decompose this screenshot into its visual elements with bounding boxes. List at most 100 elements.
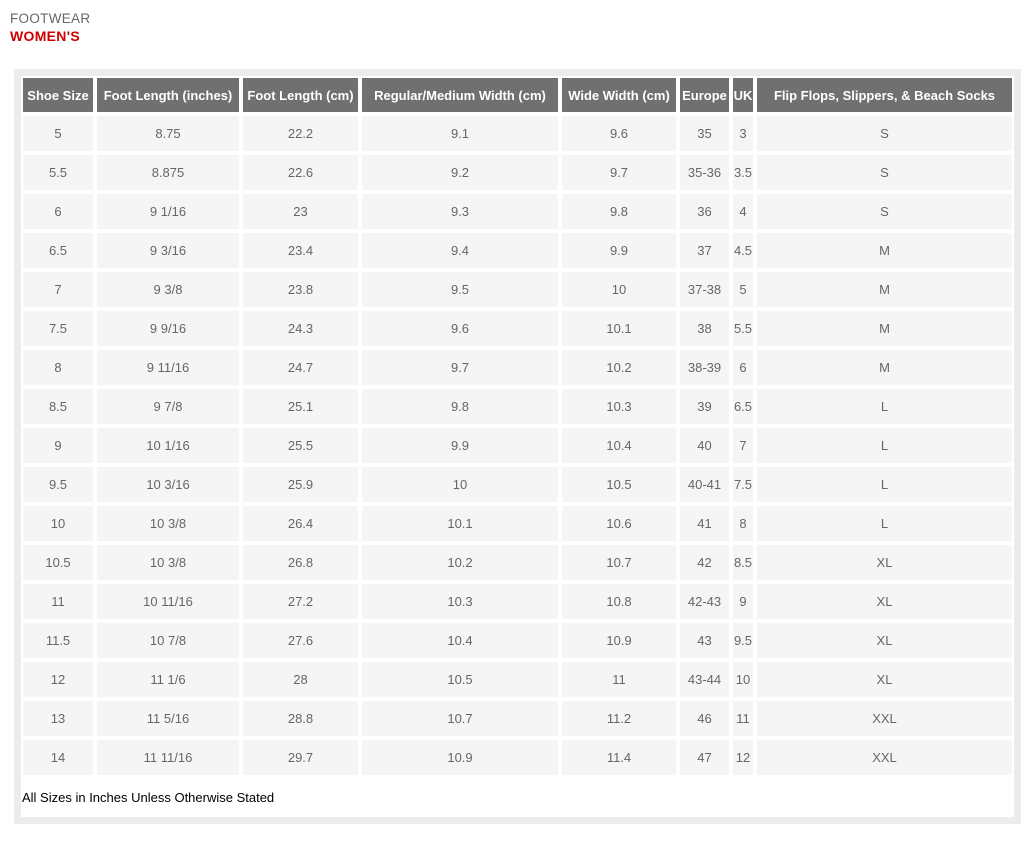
table-cell: 37: [678, 231, 731, 270]
table-cell: 43: [678, 621, 731, 660]
table-cell: 5.5: [731, 309, 755, 348]
table-cell: 9.9: [560, 231, 678, 270]
table-cell: 42-43: [678, 582, 731, 621]
table-cell: 11.2: [560, 699, 678, 738]
table-cell: 14: [21, 738, 95, 777]
table-cell: 9.5: [360, 270, 560, 309]
table-cell: XL: [755, 660, 1014, 699]
table-row: 7.5 9 9/16 24.3 9.6 10.1 38 5.5 M: [21, 309, 1014, 348]
table-cell: 10.4: [560, 426, 678, 465]
table-row: 12 11 1/6 28 10.5 11 43-44 10 XL: [21, 660, 1014, 699]
column-header: Flip Flops, Slippers, & Beach Socks: [755, 76, 1014, 114]
table-cell: L: [755, 504, 1014, 543]
page-title-block: FOOTWEAR WOMEN'S: [10, 11, 1024, 44]
table-cell: 9.9: [360, 426, 560, 465]
table-cell: 9.2: [360, 153, 560, 192]
table-cell: 23.8: [241, 270, 360, 309]
column-header: Wide Width (cm): [560, 76, 678, 114]
table-cell: 6.5: [731, 387, 755, 426]
table-cell: 3.5: [731, 153, 755, 192]
table-cell: 36: [678, 192, 731, 231]
table-cell: 10: [360, 465, 560, 504]
table-cell: 9.6: [360, 309, 560, 348]
table-cell: 9 11/16: [95, 348, 241, 387]
table-cell: 10: [731, 660, 755, 699]
table-cell: 5: [731, 270, 755, 309]
table-cell: 10.2: [360, 543, 560, 582]
table-cell: 11.5: [21, 621, 95, 660]
table-cell: 22.2: [241, 114, 360, 153]
table-cell: 26.8: [241, 543, 360, 582]
table-cell: 10: [560, 270, 678, 309]
table-cell: 12: [731, 738, 755, 777]
table-cell: 23: [241, 192, 360, 231]
table-cell: 4: [731, 192, 755, 231]
table-row: 5 8.75 22.2 9.1 9.6 35 3 S: [21, 114, 1014, 153]
table-row: 9 10 1/16 25.5 9.9 10.4 40 7 L: [21, 426, 1014, 465]
table-cell: 27.6: [241, 621, 360, 660]
table-cell: 8.5: [21, 387, 95, 426]
table-cell: 10.1: [360, 504, 560, 543]
table-cell: 3: [731, 114, 755, 153]
table-cell: 37-38: [678, 270, 731, 309]
table-cell: 10 11/16: [95, 582, 241, 621]
size-chart-frame: Shoe Size Foot Length (inches) Foot Length…: [14, 69, 1021, 824]
table-cell: 9 9/16: [95, 309, 241, 348]
table-cell: 8.75: [95, 114, 241, 153]
table-cell: 40: [678, 426, 731, 465]
table-row: 10.5 10 3/8 26.8 10.2 10.7 42 8.5 XL: [21, 543, 1014, 582]
table-cell: 42: [678, 543, 731, 582]
table-cell: 28.8: [241, 699, 360, 738]
table-row: 13 11 5/16 28.8 10.7 11.2 46 11 XXL: [21, 699, 1014, 738]
table-cell: 11 11/16: [95, 738, 241, 777]
table-cell: 7.5: [21, 309, 95, 348]
table-cell: L: [755, 426, 1014, 465]
size-chart-page: FOOTWEAR WOMEN'S Shoe Size Foot Length (i…: [0, 11, 1024, 824]
table-cell: 8.875: [95, 153, 241, 192]
table-cell: 43-44: [678, 660, 731, 699]
table-cell: 10.1: [560, 309, 678, 348]
table-cell: 11: [560, 660, 678, 699]
table-cell: 5.5: [21, 153, 95, 192]
table-cell: L: [755, 465, 1014, 504]
table-cell: 9.7: [560, 153, 678, 192]
table-cell: 9 3/8: [95, 270, 241, 309]
table-cell: 10.5: [21, 543, 95, 582]
table-cell: 10.2: [560, 348, 678, 387]
table-cell: 9: [21, 426, 95, 465]
table-cell: 35-36: [678, 153, 731, 192]
table-cell: 10.9: [560, 621, 678, 660]
table-cell: 6: [21, 192, 95, 231]
table-cell: 9.8: [360, 387, 560, 426]
table-cell: 25.1: [241, 387, 360, 426]
table-cell: 11 1/6: [95, 660, 241, 699]
size-note: All Sizes in Inches Unless Otherwise Sta…: [22, 790, 275, 805]
table-cell: 4.5: [731, 231, 755, 270]
table-cell: 27.2: [241, 582, 360, 621]
table-cell: M: [755, 231, 1014, 270]
table-cell: 9.3: [360, 192, 560, 231]
column-header: Europe: [678, 76, 731, 114]
table-row: 9.5 10 3/16 25.9 10 10.5 40-41 7.5 L: [21, 465, 1014, 504]
table-cell: 10.7: [360, 699, 560, 738]
table-cell: 5: [21, 114, 95, 153]
table-row: 10 10 3/8 26.4 10.1 10.6 41 8 L: [21, 504, 1014, 543]
table-cell: 25.9: [241, 465, 360, 504]
table-cell: 9.7: [360, 348, 560, 387]
table-cell: 10.5: [560, 465, 678, 504]
table-cell: 13: [21, 699, 95, 738]
table-cell: 10.4: [360, 621, 560, 660]
table-cell: 11 5/16: [95, 699, 241, 738]
table-cell: 9.8: [560, 192, 678, 231]
table-cell: 10.7: [560, 543, 678, 582]
table-cell: 11: [21, 582, 95, 621]
table-cell: 10.9: [360, 738, 560, 777]
table-cell: 10: [21, 504, 95, 543]
table-cell: S: [755, 153, 1014, 192]
table-cell: 7: [731, 426, 755, 465]
table-cell: 25.5: [241, 426, 360, 465]
table-cell: 10.8: [560, 582, 678, 621]
